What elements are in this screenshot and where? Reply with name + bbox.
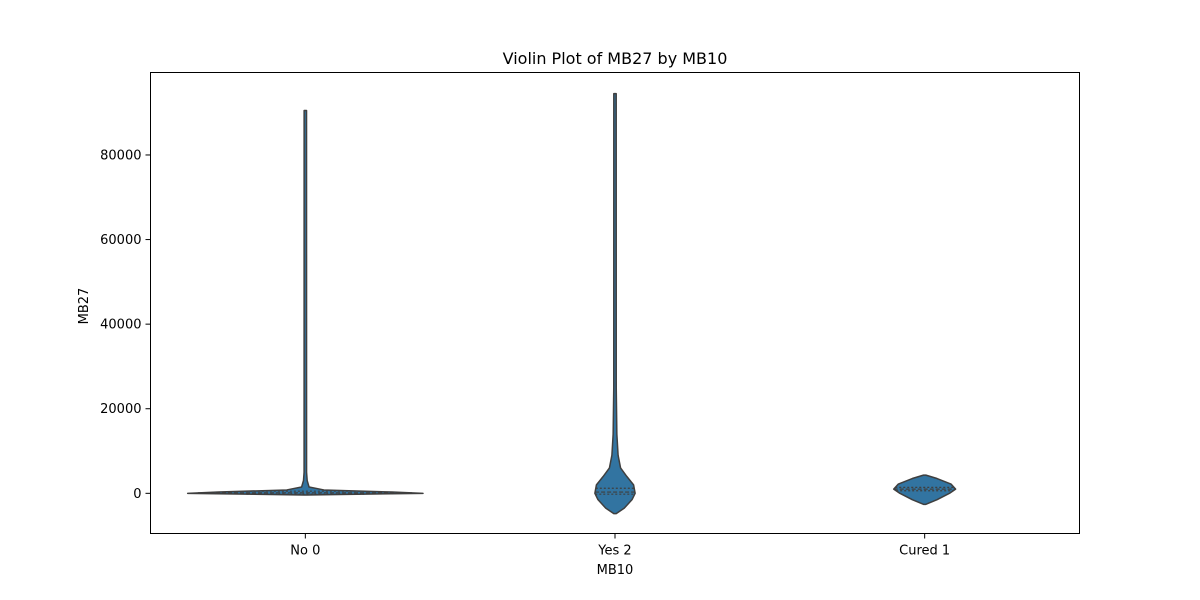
- y-axis-title: MB27: [77, 288, 92, 325]
- violin-body: [892, 474, 957, 506]
- y-tick-label: 60000: [100, 233, 141, 248]
- violin-body: [594, 92, 636, 515]
- violin-body: [186, 109, 424, 496]
- chart-title: Violin Plot of MB27 by MB10: [503, 49, 728, 68]
- x-tick-label: No 0: [290, 544, 320, 559]
- y-tick-label: 80000: [100, 148, 141, 163]
- y-tick-label: 40000: [100, 318, 141, 333]
- y-tick-label: 0: [133, 487, 141, 502]
- x-tick-label: Cured 1: [899, 544, 950, 559]
- x-axis-title: MB10: [597, 563, 634, 578]
- x-tick-label: Yes 2: [597, 544, 631, 559]
- y-tick-label: 20000: [100, 402, 141, 417]
